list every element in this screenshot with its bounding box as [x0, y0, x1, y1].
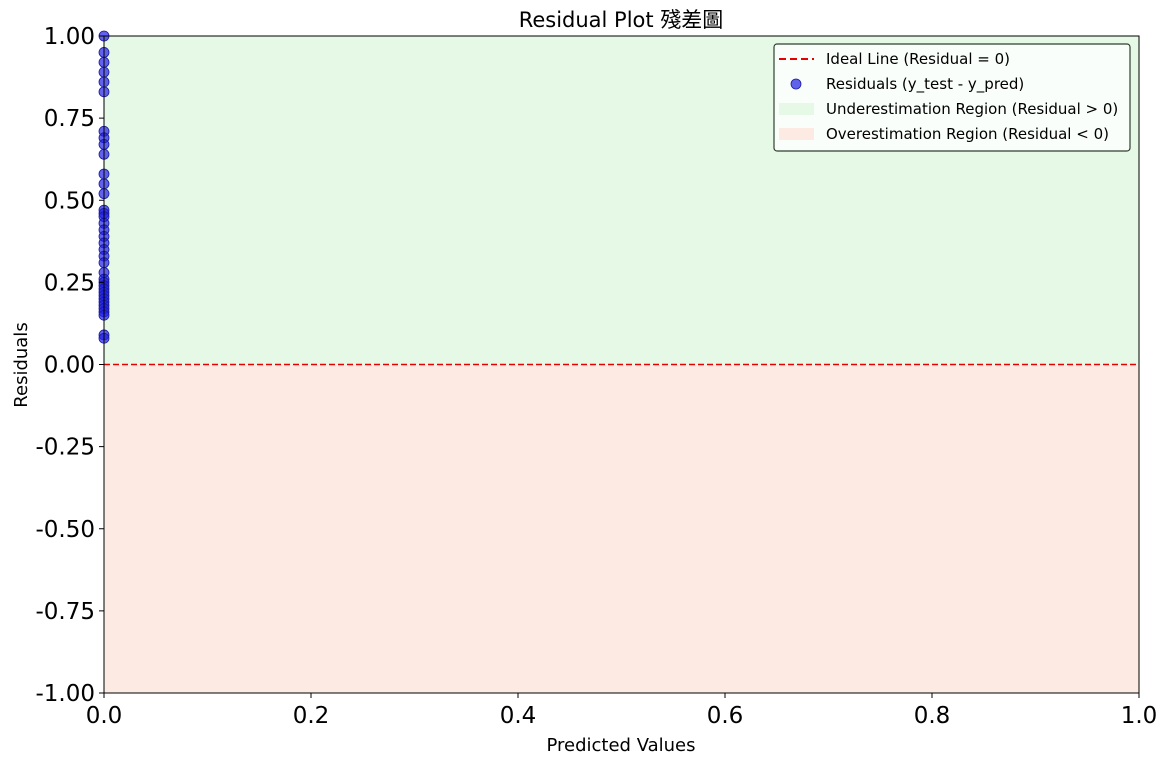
legend-underestimation-label: Underestimation Region (Residual > 0)	[826, 100, 1118, 118]
y-tick-label: 0.00	[44, 353, 95, 379]
legend: Ideal Line (Residual = 0) Residuals (y_t…	[773, 43, 1131, 152]
x-tick-label: 0.0	[86, 703, 123, 729]
y-tick-label: -0.50	[35, 517, 95, 543]
legend-box	[773, 43, 1131, 152]
y-axis-ticks: 1.00 0.75 0.50 0.25 0.00 -0.25 -0.50 -0.75 -1.00	[35, 24, 104, 707]
x-tick-label: 0.4	[500, 703, 537, 729]
legend-overestimation-swatch	[779, 128, 814, 140]
overestimation-region	[104, 364, 1139, 693]
legend-overestimation-label: Overestimation Region (Residual < 0)	[826, 125, 1109, 143]
x-tick-label: 0.6	[707, 703, 744, 729]
y-tick-label: 1.00	[44, 24, 95, 50]
y-tick-label: -0.25	[35, 435, 95, 461]
y-axis-label: Residuals	[11, 322, 32, 407]
x-tick-label: 0.8	[914, 703, 951, 729]
legend-residuals-swatch	[790, 78, 802, 90]
y-tick-label: 0.50	[44, 188, 95, 214]
y-tick-label: -0.75	[35, 599, 95, 625]
y-tick-label: 0.25	[44, 270, 95, 296]
x-axis-ticks: 0.0 0.2 0.4 0.6 0.8 1.0	[86, 693, 1158, 729]
y-tick-label: 0.75	[44, 106, 95, 132]
legend-underestimation-swatch	[779, 103, 814, 115]
chart-title: Residual Plot 殘差圖	[519, 8, 724, 32]
x-tick-label: 1.0	[1121, 703, 1158, 729]
y-tick-label: -1.00	[35, 681, 95, 707]
legend-residuals-label: Residuals (y_test - y_pred)	[826, 75, 1024, 94]
legend-ideal-line-label: Ideal Line (Residual = 0)	[826, 50, 1010, 68]
x-tick-label: 0.2	[293, 703, 330, 729]
x-axis-label: Predicted Values	[546, 735, 695, 756]
